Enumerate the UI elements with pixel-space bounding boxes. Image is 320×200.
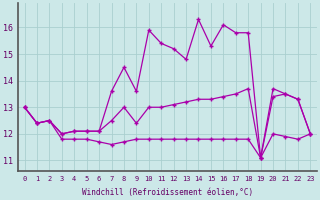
X-axis label: Windchill (Refroidissement éolien,°C): Windchill (Refroidissement éolien,°C)	[82, 188, 253, 197]
